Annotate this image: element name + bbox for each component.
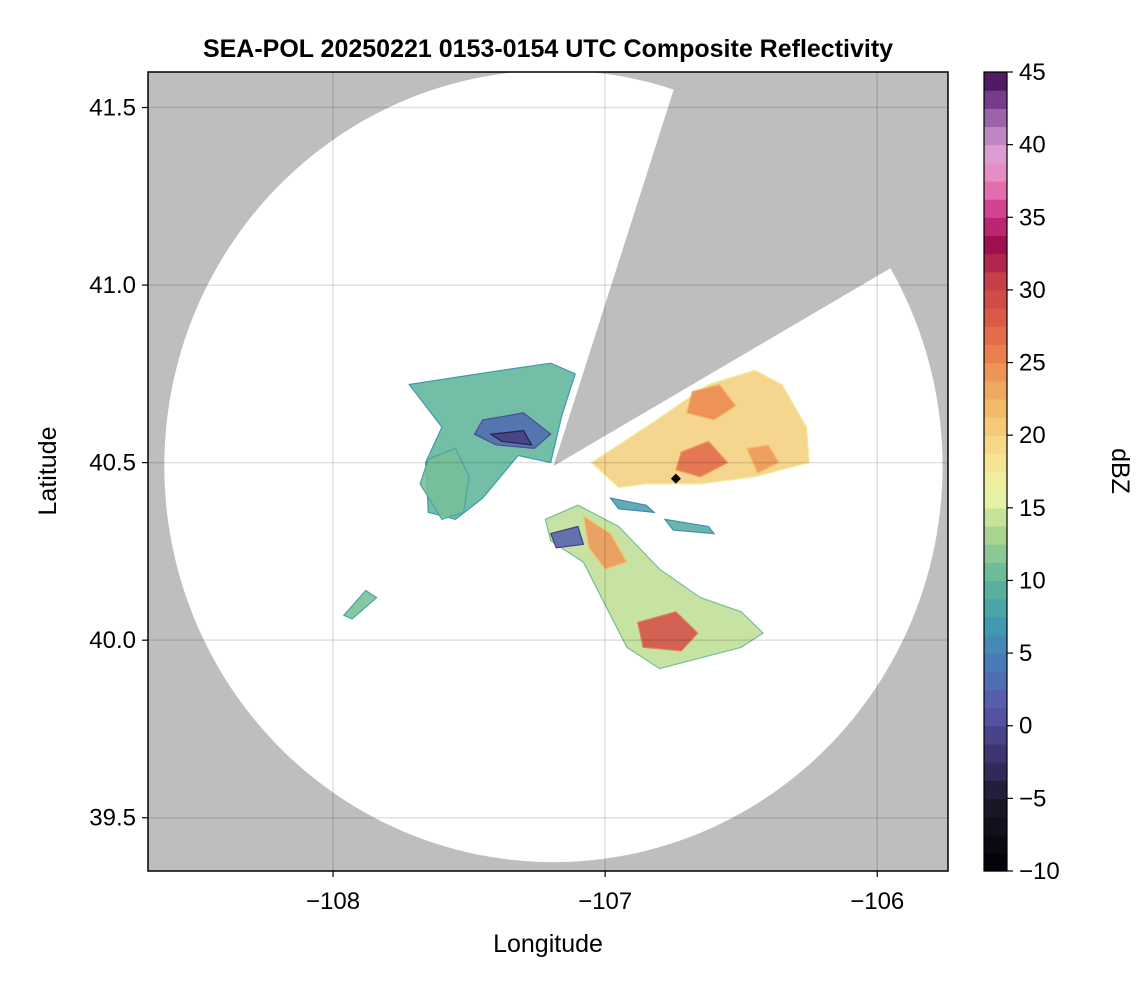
colorbar-cell-12 — [984, 634, 1007, 654]
colorbar-cell-43 — [984, 72, 1007, 91]
colorbar-tick-label-9: 35 — [1019, 204, 1046, 231]
colorbar-cell-3 — [984, 798, 1007, 818]
colorbar-cell-13 — [984, 616, 1007, 636]
colorbar-cell-19 — [984, 507, 1007, 527]
colorbar-cell-21 — [984, 471, 1007, 491]
colorbar-cell-31 — [984, 289, 1007, 309]
colorbar-cell-24 — [984, 417, 1007, 436]
colorbar-cells — [984, 72, 1007, 872]
colorbar-cell-4 — [984, 780, 1007, 799]
echo-region-4 — [686, 383, 737, 421]
colorbar-tick-label-1: −5 — [1019, 785, 1046, 812]
colorbar-cell-29 — [984, 326, 1007, 345]
y-axis-ticks: 39.5 40.0 40.5 41.0 41.5 — [89, 95, 148, 832]
colorbar-cell-34 — [984, 235, 1007, 255]
x-tick-label-2: −106 — [850, 888, 904, 915]
echo-region-6 — [745, 444, 781, 475]
echo-region-8 — [582, 514, 628, 570]
radar-marker — [670, 473, 681, 484]
colorbar-tick-label-11: 45 — [1019, 59, 1046, 86]
colorbar-cell-20 — [984, 489, 1007, 509]
colorbar-cell-39 — [984, 144, 1007, 164]
grid-lines — [148, 72, 948, 871]
echo-region-11 — [419, 447, 470, 521]
y-tick-label-3: 41.0 — [89, 272, 136, 299]
marker-layer — [670, 473, 681, 484]
echo-region-2 — [489, 430, 533, 446]
echo-region-14 — [663, 518, 716, 535]
colorbar-tick-label-10: 40 — [1019, 132, 1046, 159]
colorbar-cell-38 — [984, 162, 1007, 182]
colorbar-tick-label-6: 20 — [1019, 422, 1046, 449]
chart-title: SEA-POL 20250221 0153-0154 UTC Composite… — [203, 35, 893, 63]
colorbar-tick-label-7: 25 — [1019, 350, 1046, 377]
colorbar-cell-15 — [984, 580, 1007, 600]
echo-region-9 — [637, 611, 699, 652]
colorbar-cell-23 — [984, 435, 1007, 454]
y-tick-label-2: 40.5 — [89, 450, 136, 477]
colorbar-tick-label-0: −10 — [1019, 858, 1060, 885]
y-axis-label: Latitude — [34, 427, 62, 516]
colorbar-cell-28 — [984, 344, 1007, 364]
colorbar-cell-17 — [984, 544, 1007, 563]
echo-region-1 — [473, 412, 552, 450]
y-tick-label-1: 40.0 — [89, 627, 136, 654]
colorbar-cell-37 — [984, 180, 1007, 200]
colorbar-cell-35 — [984, 217, 1007, 237]
colorbar-tick-label-5: 15 — [1019, 495, 1046, 522]
colorbar-cell-11 — [984, 653, 1007, 672]
colorbar-cell-41 — [984, 108, 1007, 128]
colorbar-cell-33 — [984, 253, 1007, 273]
x-axis-label: Longitude — [493, 930, 603, 958]
colorbar-tick-label-8: 30 — [1019, 277, 1046, 304]
colorbar-tick-label-4: 10 — [1019, 567, 1046, 594]
colorbar-frame — [983, 71, 1008, 872]
colorbar-cell-16 — [984, 562, 1007, 582]
colorbar-tick-label-3: 5 — [1019, 640, 1032, 667]
colorbar-cell-2 — [984, 816, 1007, 836]
radar-coverage-area — [164, 72, 943, 863]
y-tick-label-4: 41.5 — [89, 95, 136, 122]
x-tick-label-1: −107 — [578, 888, 632, 915]
colorbar-cell-36 — [984, 199, 1007, 218]
colorbar-cell-5 — [984, 762, 1007, 781]
colorbar-cell-42 — [984, 90, 1007, 109]
colorbar-cell-30 — [984, 308, 1007, 327]
echo-region-12 — [342, 589, 378, 620]
colorbar: −10 −5 0 5 10 15 20 25 30 35 40 45 dBZ — [983, 59, 1134, 885]
colorbar-cell-22 — [984, 453, 1007, 473]
x-axis-ticks: −108 −107 −106 — [306, 871, 904, 915]
echo-region-10 — [549, 525, 585, 549]
plot-area — [147, 71, 949, 872]
colorbar-cell-6 — [984, 743, 1007, 763]
plot-frame — [147, 71, 949, 872]
colorbar-label: dBZ — [1106, 448, 1134, 494]
echo-region-13 — [609, 497, 656, 514]
y-tick-label-0: 39.5 — [89, 805, 136, 832]
reflectivity-echoes — [342, 362, 810, 670]
colorbar-cell-1 — [984, 834, 1007, 854]
colorbar-cell-25 — [984, 398, 1007, 418]
colorbar-ticks: −10 −5 0 5 10 15 20 25 30 35 40 45 — [1007, 59, 1060, 885]
colorbar-tick-label-2: 0 — [1019, 713, 1032, 740]
echo-region-5 — [675, 440, 729, 478]
colorbar-cell-14 — [984, 598, 1007, 618]
colorbar-cell-27 — [984, 362, 1007, 382]
colorbar-cell-8 — [984, 707, 1007, 727]
colorbar-cell-32 — [984, 271, 1007, 291]
colorbar-cell-40 — [984, 126, 1007, 146]
x-tick-label-0: −108 — [306, 888, 360, 915]
colorbar-cell-26 — [984, 380, 1007, 400]
colorbar-cell-7 — [984, 725, 1007, 745]
colorbar-cell-10 — [984, 671, 1007, 691]
colorbar-cell-18 — [984, 525, 1007, 545]
colorbar-cell-9 — [984, 689, 1007, 709]
colorbar-cell-0 — [984, 852, 1007, 872]
